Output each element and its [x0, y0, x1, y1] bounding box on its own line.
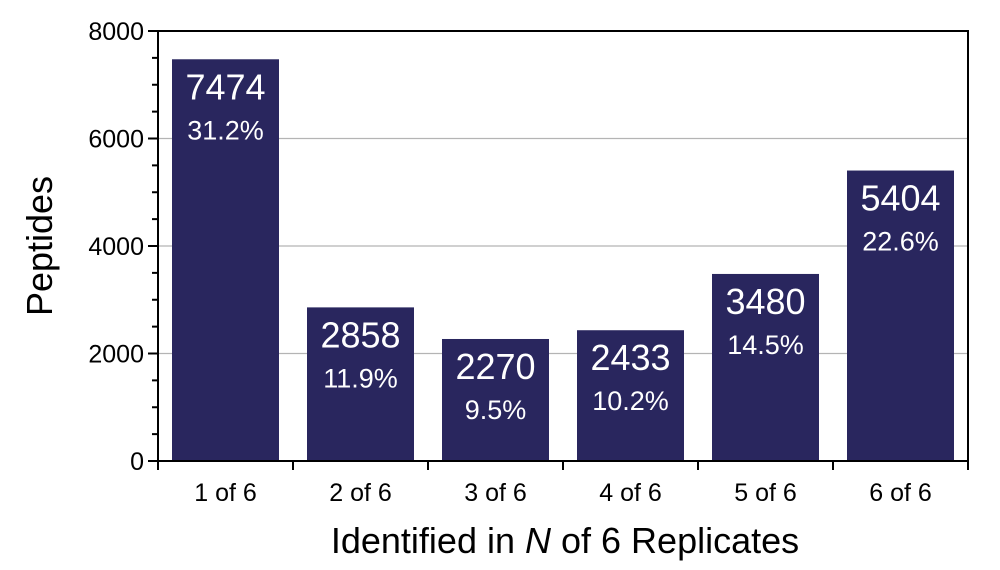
x-tick-label: 3 of 6: [464, 479, 527, 507]
bar-percent-label: 11.9%: [323, 363, 398, 393]
y-axis-title: Peptides: [19, 176, 60, 316]
bar: [847, 170, 954, 461]
x-tick-label: 1 of 6: [194, 479, 257, 507]
gridlines: [158, 137, 968, 355]
bar-value-label: 2858: [320, 314, 400, 355]
y-tick-label: 6000: [88, 126, 144, 154]
bar: [172, 59, 279, 462]
y-tick-label: 4000: [88, 233, 144, 261]
bar-value-label: 5404: [860, 178, 940, 219]
bar-percent-label: 22.6%: [862, 227, 939, 257]
y-axis: 0 2000 4000 6000 8000: [88, 18, 158, 476]
x-tick-label: 5 of 6: [734, 479, 797, 507]
y-tick-label: 8000: [88, 18, 144, 46]
x-tick-label: 2 of 6: [329, 479, 392, 507]
x-axis-title-italic: N: [525, 520, 552, 561]
bar: [442, 338, 549, 461]
bar-value-label: 2433: [590, 337, 670, 378]
bar: [307, 307, 414, 461]
bar-percent-label: 14.5%: [727, 330, 804, 360]
bar: [712, 273, 819, 461]
x-tick-label: 6 of 6: [869, 479, 932, 507]
x-tick-label: 4 of 6: [599, 479, 662, 507]
bar-value-label: 2270: [455, 346, 535, 387]
x-axis: 1 of 6 2 of 6 3 of 6 4 of 6 5 of 6 6 of 6: [157, 461, 969, 507]
y-tick-label: 0: [130, 448, 144, 476]
bars: 7474 31.2% 2858 11.9% 2270 9.5% 2433 10.2% 3480 1…: [172, 59, 954, 462]
y-tick-label: 2000: [88, 341, 144, 369]
bar-value-label: 7474: [185, 66, 265, 107]
bar: [577, 330, 684, 461]
x-axis-title-after: of 6 Replicates: [551, 520, 799, 561]
x-axis-title: Identified in N of 6 Replicates: [331, 520, 799, 561]
bar-percent-label: 9.5%: [465, 395, 527, 425]
x-axis-title-before: Identified in: [331, 520, 525, 561]
bar-value-label: 3480: [725, 281, 805, 322]
bar-percent-label: 31.2%: [187, 115, 264, 145]
bar-percent-label: 10.2%: [592, 386, 669, 416]
